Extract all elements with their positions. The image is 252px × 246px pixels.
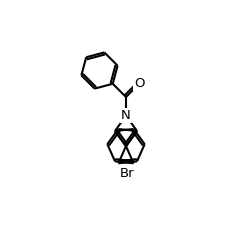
Text: N: N — [121, 109, 131, 122]
Text: Br: Br — [118, 167, 132, 180]
Text: O: O — [134, 77, 144, 90]
Text: Br: Br — [120, 167, 134, 180]
